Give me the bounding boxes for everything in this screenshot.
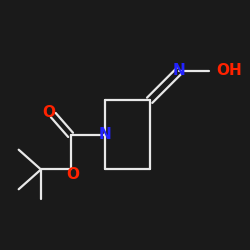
- Text: OH: OH: [216, 63, 242, 78]
- Text: O: O: [66, 167, 80, 182]
- Text: N: N: [173, 63, 186, 78]
- Text: O: O: [42, 105, 55, 120]
- Text: N: N: [99, 128, 112, 142]
